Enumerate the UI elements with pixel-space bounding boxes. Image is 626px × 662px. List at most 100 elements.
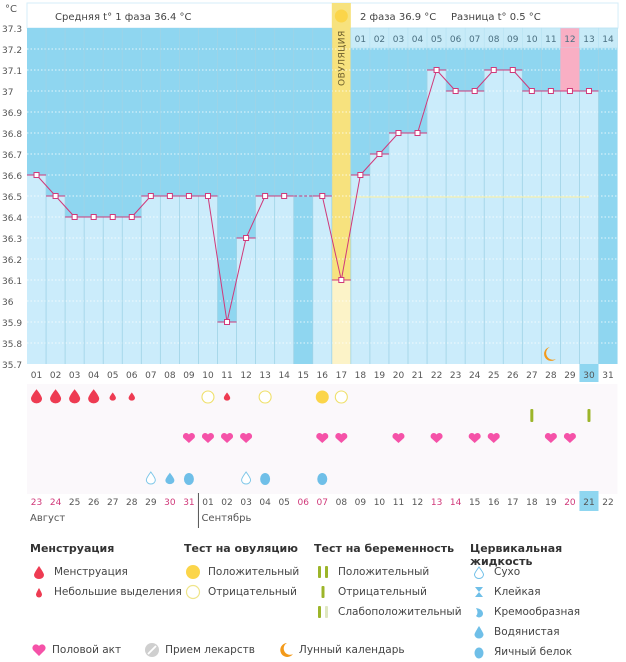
cycle-day-label: 29 [564, 371, 576, 381]
calendar-date-label: 15 [469, 498, 480, 508]
cycle-day-label: 26 [507, 371, 519, 381]
y-tick-label: 37.1 [2, 67, 22, 77]
calendar-date-label: 19 [545, 498, 557, 508]
luteal-day-label: 06 [450, 35, 462, 45]
filled-circle-icon [184, 564, 202, 580]
calendar-date-label: 18 [526, 498, 538, 508]
menstruation-drop-icon [88, 389, 100, 404]
y-tick-label: 37.3 [2, 25, 22, 35]
legend-label: Небольшие выделения [54, 586, 182, 598]
legend-item-preg-weak: Слабоположительный [314, 602, 462, 622]
cycle-day-label: 12 [240, 371, 251, 381]
ovulation-column [331, 3, 351, 364]
cycle-day-label: 08 [164, 371, 176, 381]
temperature-difference: Разница t° 0.5 °C [451, 12, 541, 23]
y-tick-label: 36.3 [2, 235, 22, 245]
calendar-date-label: 03 [240, 498, 251, 508]
temp-line-segment [340, 174, 361, 281]
y-tick-label: 36.4 [2, 214, 22, 224]
ovulation-test-negative-icon [258, 390, 272, 404]
temp-bar [503, 70, 523, 364]
luteal-day-cell [598, 27, 618, 49]
legend-item-creamy: Кремообразная [470, 602, 626, 622]
cycle-day-label: 13 [259, 371, 270, 381]
moon-icon [544, 347, 556, 361]
temp-line-segment [474, 69, 495, 92]
y-tick-label: 36 [2, 298, 14, 308]
legend-other: Половой акт Прием лекарств Лунный календ… [30, 642, 427, 658]
legend-label: Прием лекарств [165, 644, 255, 656]
temp-bar [160, 196, 180, 364]
creamy-drop-icon [470, 604, 488, 620]
legend-label: Отрицательный [338, 586, 427, 598]
temp-bar [103, 217, 123, 364]
y-tick-label: 36.9 [2, 109, 22, 119]
luteal-day-label: 03 [393, 35, 404, 45]
temp-bar [65, 217, 85, 364]
menstruation-drop-icon [69, 389, 81, 404]
legend-item-ovu-negative: Отрицательный [184, 582, 299, 602]
temp-point [338, 277, 345, 283]
temp-bar [350, 175, 370, 364]
legend-label: Слабоположительный [338, 606, 462, 618]
pregnancy-test-negative-icon [587, 409, 591, 422]
legend-item-intercourse: Половой акт [30, 642, 121, 658]
temp-line-segment [436, 69, 456, 92]
temp-line-segment [207, 195, 228, 323]
legend-label: Яичный белок [494, 646, 573, 658]
temp-point [319, 193, 326, 199]
temp-point [376, 151, 383, 157]
calendar-date-label: 24 [50, 498, 62, 508]
cycle-day-label: 18 [355, 371, 367, 381]
calendar-date-label: 11 [393, 498, 404, 508]
temp-point [509, 67, 516, 73]
luteal-day-label: 11 [545, 35, 556, 45]
temp-line-segment [417, 69, 438, 134]
y-tick-label: 36.1 [2, 277, 22, 287]
temp-point [243, 235, 250, 241]
luteal-day-label: 14 [602, 35, 614, 45]
temp-point [204, 193, 211, 199]
intercourse-heart-icon [221, 432, 234, 443]
cycle-day-label: 09 [183, 371, 195, 381]
fluid-dry-icon [145, 471, 156, 485]
y-tick-label: 36.6 [2, 172, 22, 182]
intercourse-heart-icon [201, 432, 214, 443]
legend-label: Лунный календарь [298, 644, 405, 656]
temp-bar [579, 91, 599, 364]
temp-point [166, 193, 173, 199]
legend-label: Водянистая [494, 626, 560, 638]
cycle-day-label: 31 [602, 371, 613, 381]
temp-point [490, 67, 497, 73]
phase1-average: Средняя t° 1 фаза 36.4 °C [55, 12, 192, 23]
ovulation-test-positive-icon [315, 390, 329, 404]
intercourse-heart-icon [468, 432, 481, 443]
ovulation-sun-icon [334, 9, 348, 23]
y-tick-label: 37.2 [2, 46, 22, 56]
two-lines-icon [314, 564, 332, 580]
chart-header [26, 2, 619, 29]
empty-circle-icon [184, 584, 202, 600]
temp-bar [236, 238, 256, 364]
cycle-day-label: 04 [88, 371, 100, 381]
cycle-day-label: 28 [545, 371, 557, 381]
temp-bar [560, 91, 580, 364]
cycle-day-label: 27 [526, 371, 537, 381]
fluid-egg-white-icon [260, 473, 271, 485]
calendar-date-label: 23 [31, 498, 42, 508]
calendar-date-label: 01 [202, 498, 213, 508]
temp-bar [446, 91, 466, 364]
luteal-day-label: 05 [431, 35, 442, 45]
bbt-chart: 01 02 03 04 05 06 07 08 09 10 11 12 13 14 ОВУЛЯЦИЯ Сред… [2, 2, 619, 528]
calendar-date-label: 29 [145, 498, 157, 508]
calendar-date-label: 08 [336, 498, 348, 508]
pregnancy-test-negative-icon [530, 409, 534, 422]
calendar-date-label: 31 [183, 498, 194, 508]
cycle-day-label: 14 [278, 371, 290, 381]
calendar-date-label: 26 [88, 498, 100, 508]
legend-label: Положительный [338, 566, 430, 578]
ovulation-test-negative-icon [201, 390, 215, 404]
temp-bar [541, 91, 561, 364]
calendar-date-label: 22 [602, 498, 613, 508]
legend-item-medication: Прием лекарств [143, 642, 255, 658]
